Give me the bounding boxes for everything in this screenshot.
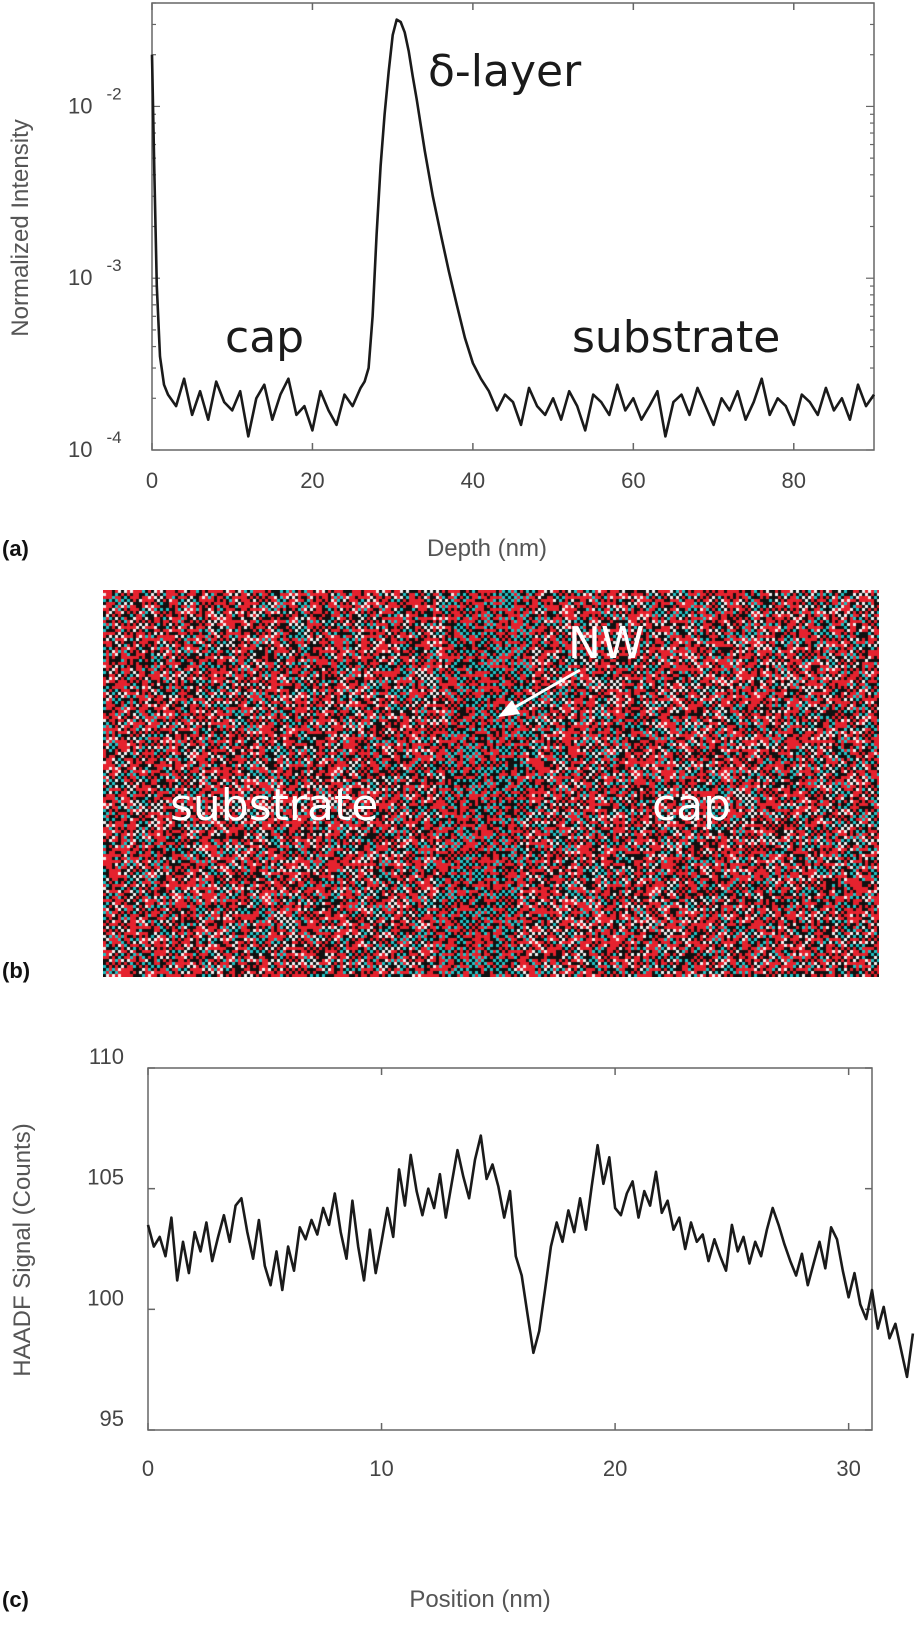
x-tick-label: 30	[836, 1456, 860, 1481]
panel-a-annotation-substrate: substrate	[572, 312, 780, 363]
panel-a-annotation-cap: cap	[225, 312, 304, 363]
x-tick-label: 40	[461, 468, 485, 493]
x-tick-label: 0	[146, 468, 158, 493]
panel-a-xlabel: Depth (nm)	[427, 535, 547, 562]
panel-a-ylabel: Normalized Intensity	[7, 119, 34, 336]
panel-a-label: (a)	[2, 536, 29, 561]
y-tick-label: 10 -4	[68, 428, 122, 462]
panel-a-chart: 0 20 40 60 80 10-4 10-3 10-2 δ-layer cap substr…	[2, 2, 876, 562]
y-tick-label: 10 -3	[68, 256, 122, 290]
y-tick-label: 105	[87, 1165, 124, 1190]
panel-c-axes-box	[147, 1067, 873, 1431]
x-tick-label: 20	[603, 1456, 627, 1481]
y-tick-label: 100	[87, 1285, 124, 1310]
panel-c-ylabel: HAADF Signal (Counts)	[9, 1123, 36, 1376]
y-tick-label: 110	[89, 1044, 124, 1069]
panel-c-data-line	[146, 1134, 915, 1379]
panel-c-chart: 0 10 20 30 95 100 105 110 Position (nm) HAADF S…	[2, 1044, 915, 1613]
x-tick-label: 20	[300, 468, 324, 493]
panel-c-label: (c)	[2, 1587, 29, 1612]
panel-a-annotation-peak: δ-layer	[428, 46, 582, 97]
x-tick-label: 10	[369, 1456, 393, 1481]
x-tick-label: 60	[621, 468, 645, 493]
panel-c-xlabel: Position (nm)	[409, 1586, 550, 1613]
panel-a-data-line	[150, 18, 876, 438]
panel-b-label: (b)	[2, 958, 30, 983]
x-tick-label: 80	[782, 468, 806, 493]
panel-b-micrograph	[103, 590, 879, 977]
y-tick-label: 10 -2	[68, 84, 122, 118]
panel-c-ticks: 0 10 20 30 95 100 105 110	[87, 1044, 872, 1481]
y-tick-label: 95	[100, 1406, 124, 1431]
x-tick-label: 0	[142, 1456, 154, 1481]
